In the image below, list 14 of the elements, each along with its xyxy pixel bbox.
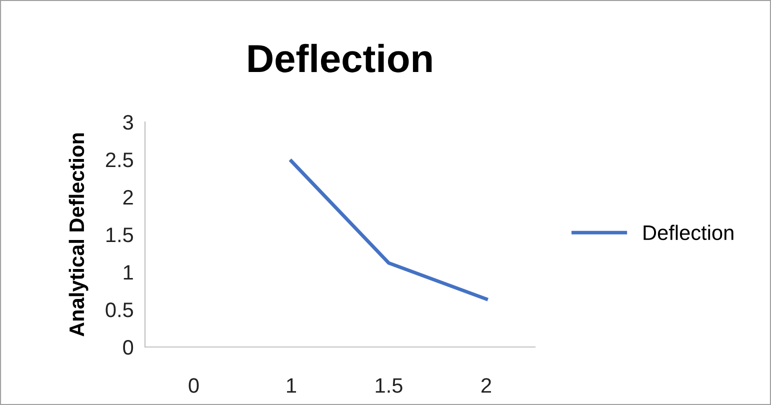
y-tick-label: 2 [123, 190, 133, 205]
x-tick-label: 1.5 [376, 378, 402, 393]
chart-title: Deflection [248, 44, 432, 72]
x-tick-label: 0 [188, 378, 199, 393]
y-tick-label: 2.5 [106, 152, 134, 168]
x-tick-label: 2 [482, 378, 491, 393]
x-tick-label: 1 [287, 378, 296, 393]
y-tick-label: 0 [123, 340, 134, 355]
y-tick-label: 0.5 [106, 302, 134, 318]
y-tick-label: 1.5 [106, 228, 134, 242]
legend-label: Deflection [644, 224, 734, 240]
y-axis-title: Analytical Deflection [68, 133, 88, 336]
y-tick-label: 1 [124, 265, 133, 280]
y-tick-label: 3 [123, 115, 133, 130]
